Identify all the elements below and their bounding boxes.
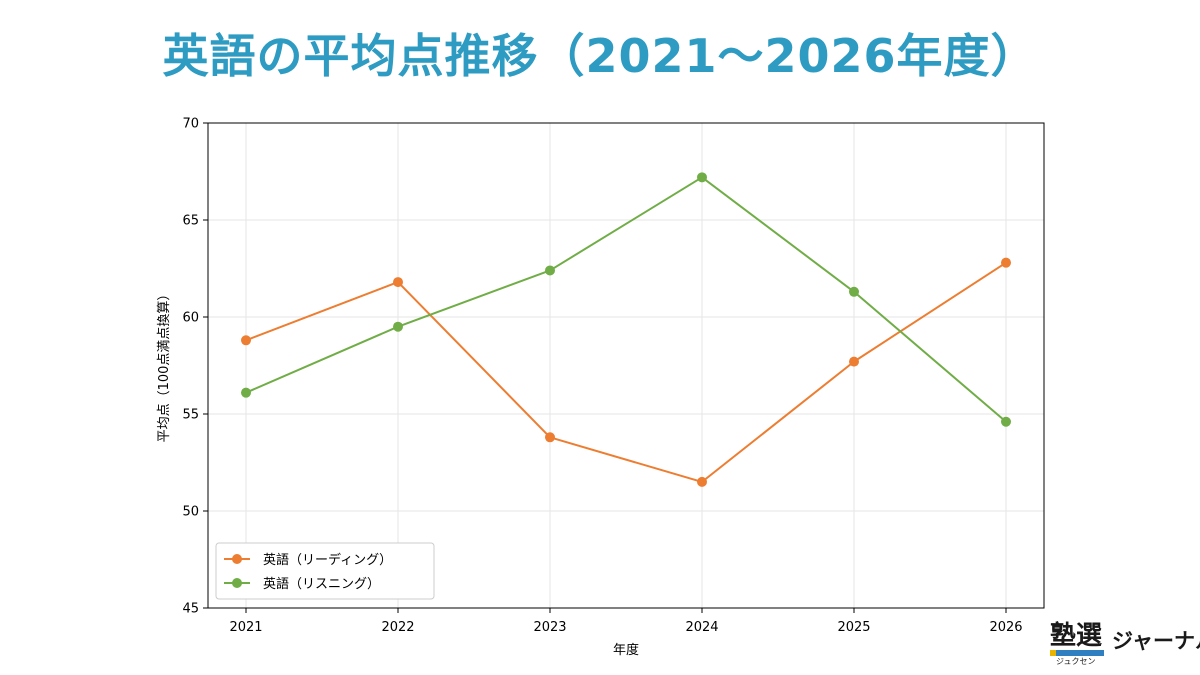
y-tick-label: 50: [182, 505, 199, 520]
data-point-listening: [241, 387, 251, 398]
y-axis-label: 平均点（100点満点換算）: [157, 288, 172, 443]
data-point-reading: [393, 277, 403, 288]
x-tick-label: 2025: [837, 620, 870, 635]
brand-mark: 塾選: [1050, 621, 1103, 651]
x-axis-ticks: 2021 2022 2023 2024 2025 2026: [229, 608, 1023, 635]
legend-listening-label: 英語（リスニング）: [263, 576, 380, 592]
brand-underline: [1052, 650, 1104, 656]
plot-frame: [207, 122, 1045, 609]
page-title: 英語の平均点推移（2021〜2026年度）: [162, 29, 1038, 83]
x-tick-label: 2024: [685, 620, 718, 635]
y-tick-label: 65: [182, 214, 199, 229]
x-tick-label: 2022: [381, 620, 414, 635]
data-point-listening: [697, 172, 707, 183]
legend-box: [215, 542, 435, 600]
brand-kana: ジュクセン: [1056, 657, 1096, 666]
data-point-reading: [241, 335, 251, 346]
series-line-listening: [245, 176, 1007, 423]
legend-reading-label: 英語（リーディング）: [263, 552, 392, 568]
y-tick-label: 55: [182, 408, 199, 423]
x-tick-label: 2026: [989, 620, 1022, 635]
y-axis-ticks: 45 50 55 60 65 70: [182, 117, 208, 617]
legend-reading-marker: [232, 554, 242, 564]
data-point-listening: [393, 321, 403, 332]
legend-listening-marker: [232, 578, 242, 588]
y-tick-label: 70: [182, 117, 199, 132]
y-tick-label: 60: [182, 311, 199, 326]
data-point-listening: [1001, 416, 1011, 427]
series-line-reading: [245, 261, 1007, 483]
data-point-listening: [545, 265, 555, 276]
series-group: [241, 172, 1011, 487]
brand-underline-accent: [1050, 650, 1056, 656]
data-point-reading: [1001, 257, 1011, 268]
x-tick-label: 2023: [533, 620, 566, 635]
x-tick-label: 2021: [229, 620, 262, 635]
legend: 英語（リーディング） 英語（リスニング）: [215, 542, 435, 600]
data-point-reading: [545, 432, 555, 443]
brand-name: ジャーナル: [1112, 629, 1200, 653]
data-point-reading: [697, 476, 707, 487]
data-point-reading: [849, 356, 859, 367]
brand-logo: 塾選 ジュクセン ジャーナル: [1050, 620, 1200, 670]
y-tick-label: 45: [182, 602, 199, 617]
grid-lines: [208, 122, 1044, 609]
data-point-listening: [849, 286, 859, 297]
x-axis-label: 年度: [613, 642, 639, 658]
